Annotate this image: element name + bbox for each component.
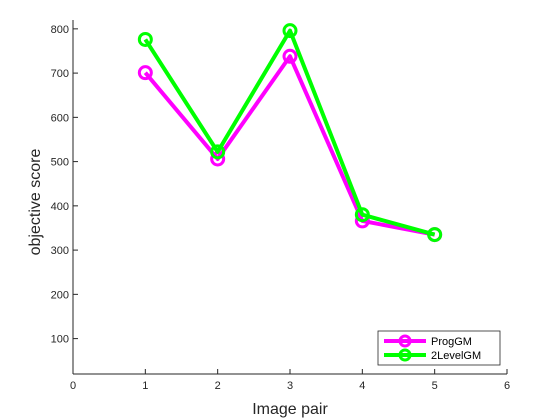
legend-entries: ProgGM 2LevelGM — [384, 334, 481, 362]
data-point-marker — [282, 23, 298, 39]
y-axis-label: objective score — [27, 149, 44, 256]
data-point-marker — [354, 207, 370, 223]
x-tick-label: 3 — [287, 380, 293, 392]
x-tick-label: 0 — [70, 380, 76, 392]
series-layer — [137, 23, 443, 243]
x-tick-label: 5 — [432, 380, 438, 392]
y-tick-label: 500 — [51, 157, 69, 169]
legend-marker — [398, 334, 412, 348]
legend-label: ProgGM — [431, 336, 472, 348]
data-point-marker — [137, 65, 153, 81]
y-tick-label: 200 — [51, 289, 69, 301]
x-tick-label: 6 — [504, 380, 510, 392]
legend: ProgGM 2LevelGM — [377, 330, 501, 366]
y-tick-label: 300 — [51, 245, 69, 257]
legend-label: 2LevelGM — [431, 350, 481, 362]
y-tick-label: 600 — [51, 112, 69, 124]
data-point-marker — [137, 31, 153, 47]
y-tick-label: 700 — [51, 68, 69, 80]
y-axis-ticks: 100 200 300 400 500 600 700 800 — [51, 24, 78, 346]
legend-marker — [398, 348, 412, 362]
data-point-marker — [210, 144, 226, 160]
x-tick-label: 1 — [142, 380, 148, 392]
x-tick-label: 4 — [359, 380, 365, 392]
data-point-marker — [427, 227, 443, 243]
y-tick-label: 100 — [51, 334, 69, 346]
series-line-2 — [143, 28, 436, 237]
series-line-1 — [143, 54, 436, 237]
x-axis-label: Image pair — [252, 401, 328, 418]
data-point-marker — [282, 48, 298, 64]
y-tick-label: 800 — [51, 24, 69, 36]
x-tick-label: 2 — [215, 380, 221, 392]
legend-box — [377, 330, 501, 366]
y-tick-label: 400 — [51, 201, 69, 213]
